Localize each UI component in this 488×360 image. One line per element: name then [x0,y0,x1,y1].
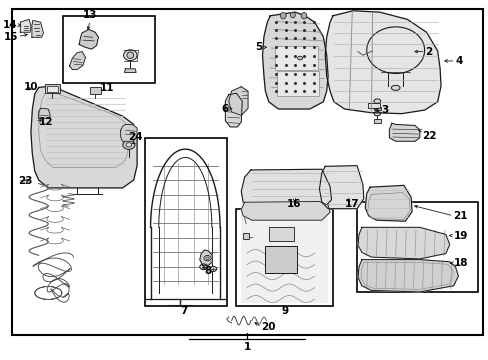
Polygon shape [121,125,137,141]
Text: 4: 4 [454,56,462,66]
Text: 19: 19 [453,231,467,240]
Polygon shape [365,185,411,221]
Text: 14: 14 [3,20,18,30]
Polygon shape [241,169,331,209]
Polygon shape [200,250,212,265]
Polygon shape [319,166,363,209]
Text: 18: 18 [453,258,467,268]
Text: 17: 17 [344,199,359,209]
Bar [373,107,380,111]
Text: 6: 6 [221,104,228,114]
Ellipse shape [127,52,133,58]
Bar [274,46,318,69]
Bar [268,226,293,241]
Ellipse shape [126,143,131,147]
Polygon shape [388,123,419,141]
Text: 2: 2 [425,46,432,57]
Bar [236,209,332,306]
Text: 21: 21 [453,211,467,221]
Text: 8: 8 [204,266,211,276]
Polygon shape [357,227,449,259]
Polygon shape [228,87,247,116]
Bar [373,119,380,123]
Text: 12: 12 [39,117,53,127]
Polygon shape [39,108,50,118]
Ellipse shape [373,112,380,116]
Ellipse shape [122,140,135,149]
Ellipse shape [203,256,211,261]
Bar [241,212,327,303]
Text: 16: 16 [286,199,301,209]
Text: 9: 9 [281,306,288,316]
Polygon shape [241,202,329,220]
Ellipse shape [205,257,209,260]
Ellipse shape [123,50,137,60]
Bar [356,202,477,292]
Ellipse shape [200,264,207,270]
Polygon shape [325,11,440,114]
Polygon shape [366,27,424,73]
Text: 15: 15 [3,32,18,41]
Ellipse shape [301,13,306,19]
Polygon shape [124,69,136,72]
Bar [144,138,226,306]
Polygon shape [32,21,43,37]
Bar [47,86,58,92]
Bar [90,87,101,94]
Text: 10: 10 [24,82,39,93]
Text: 5: 5 [255,42,262,52]
Polygon shape [31,86,137,188]
Text: 13: 13 [83,10,97,21]
Bar [62,16,155,83]
Bar [243,233,248,239]
Polygon shape [225,93,242,127]
Ellipse shape [209,266,216,271]
Text: 11: 11 [100,83,114,93]
Polygon shape [69,51,85,69]
Bar [367,103,379,108]
Text: 24: 24 [127,132,142,142]
Ellipse shape [280,13,285,19]
Bar [265,246,296,273]
Polygon shape [357,260,457,292]
Polygon shape [262,12,327,109]
Ellipse shape [373,99,380,103]
Text: 3: 3 [381,105,387,115]
Ellipse shape [390,85,399,90]
Text: 23: 23 [18,176,32,186]
Polygon shape [20,19,31,32]
Ellipse shape [290,12,295,18]
Text: 20: 20 [261,322,276,332]
Bar [276,71,319,96]
Ellipse shape [297,56,302,60]
Polygon shape [79,30,98,49]
Text: 7: 7 [180,306,188,316]
Bar [45,84,60,93]
Text: 1: 1 [243,342,250,352]
Text: 22: 22 [421,131,435,140]
